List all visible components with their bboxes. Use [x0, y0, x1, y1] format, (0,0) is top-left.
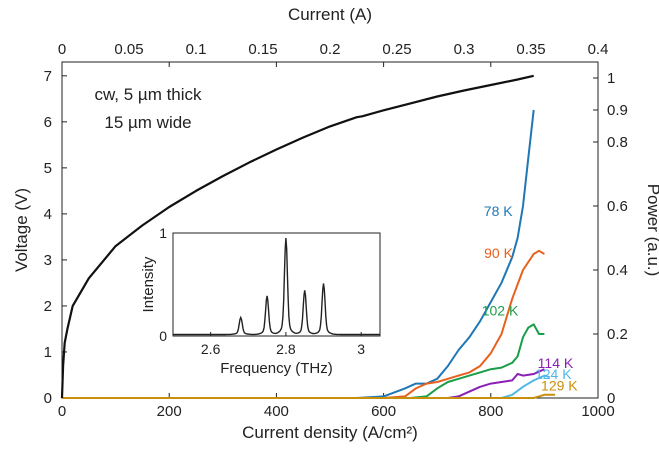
x-bottom-tick-label: 200 — [157, 403, 182, 420]
series-label-129-k: 129 K — [541, 377, 578, 393]
y-left-axis-label: Voltage (V) — [12, 188, 31, 272]
annotation-line-1: cw, 5 µm thick — [94, 85, 202, 104]
inset-x-tick-label: 2.8 — [276, 341, 296, 357]
x-top-tick-label: 0.4 — [588, 41, 609, 58]
y-left-tick-label: 6 — [44, 114, 52, 131]
series-label-102-k: 102 K — [482, 303, 519, 319]
y-left-tick-label: 7 — [44, 68, 52, 85]
x-top-tick-label: 0.05 — [114, 41, 143, 58]
power-series-90-k — [62, 249, 545, 399]
y-right-tick-label: 0.9 — [607, 102, 628, 119]
inset-y-tick-label: 1 — [159, 225, 167, 241]
inset-y-tick-label: 0 — [159, 328, 167, 344]
x-top-tick-label: 0.35 — [516, 41, 545, 58]
y-left-tick-label: 4 — [44, 206, 52, 223]
inset-frame — [172, 232, 381, 337]
y-left-tick-label: 5 — [44, 160, 52, 177]
y-right-tick-label: 0.6 — [607, 198, 628, 215]
inset-spectrum — [173, 238, 380, 336]
series-label-124-k: 124 K — [535, 366, 572, 382]
inset-y-axis-label: Intensity — [140, 256, 157, 312]
voltage-curve — [60, 74, 534, 399]
y-left-tick-label: 1 — [44, 344, 52, 361]
power-series-129-k — [62, 393, 556, 399]
annotation-line-2: 15 µm wide — [104, 113, 191, 132]
x-bottom-tick-label: 1000 — [581, 403, 614, 420]
y-right-tick-label: 0.8 — [607, 134, 628, 151]
x-bottom-tick-label: 0 — [58, 403, 66, 420]
y-right-tick-label: 1 — [607, 70, 615, 87]
inset-x-tick-label: 3 — [357, 341, 365, 357]
series-label-78-k: 78 K — [484, 203, 513, 219]
power-series-78-k — [62, 109, 535, 399]
y-right-axis-label: Power (a.u.) — [644, 184, 659, 277]
power-series-114-k — [62, 368, 545, 399]
x-top-axis-label: Current (A) — [288, 5, 372, 24]
x-bottom-tick-label: 800 — [478, 403, 503, 420]
x-top-tick-label: 0 — [58, 41, 66, 58]
x-top-tick-label: 0.1 — [186, 41, 207, 58]
power-series-102-k — [62, 323, 545, 399]
y-left-tick-label: 0 — [44, 390, 52, 407]
x-top-tick-label: 0.2 — [320, 41, 341, 58]
x-bottom-tick-label: 400 — [264, 403, 289, 420]
power-series-124-k — [62, 374, 551, 399]
y-right-tick-label: 0 — [607, 390, 615, 407]
y-right-tick-label: 0.4 — [607, 262, 628, 279]
series-label-114-k: 114 K — [538, 355, 574, 371]
x-bottom-axis-label: Current density (A/cm²) — [242, 423, 418, 442]
y-left-tick-label: 2 — [44, 298, 52, 315]
x-top-tick-label: 0.25 — [382, 41, 411, 58]
x-top-tick-label: 0.15 — [248, 41, 277, 58]
inset-x-tick-label: 2.6 — [201, 341, 221, 357]
y-right-tick-label: 0.2 — [607, 326, 628, 343]
y-left-tick-label: 3 — [44, 252, 52, 269]
x-top-tick-label: 0.3 — [454, 41, 475, 58]
x-bottom-tick-label: 600 — [371, 403, 396, 420]
inset-x-axis-label: Frequency (THz) — [220, 360, 333, 377]
series-label-90-k: 90 K — [484, 245, 513, 261]
